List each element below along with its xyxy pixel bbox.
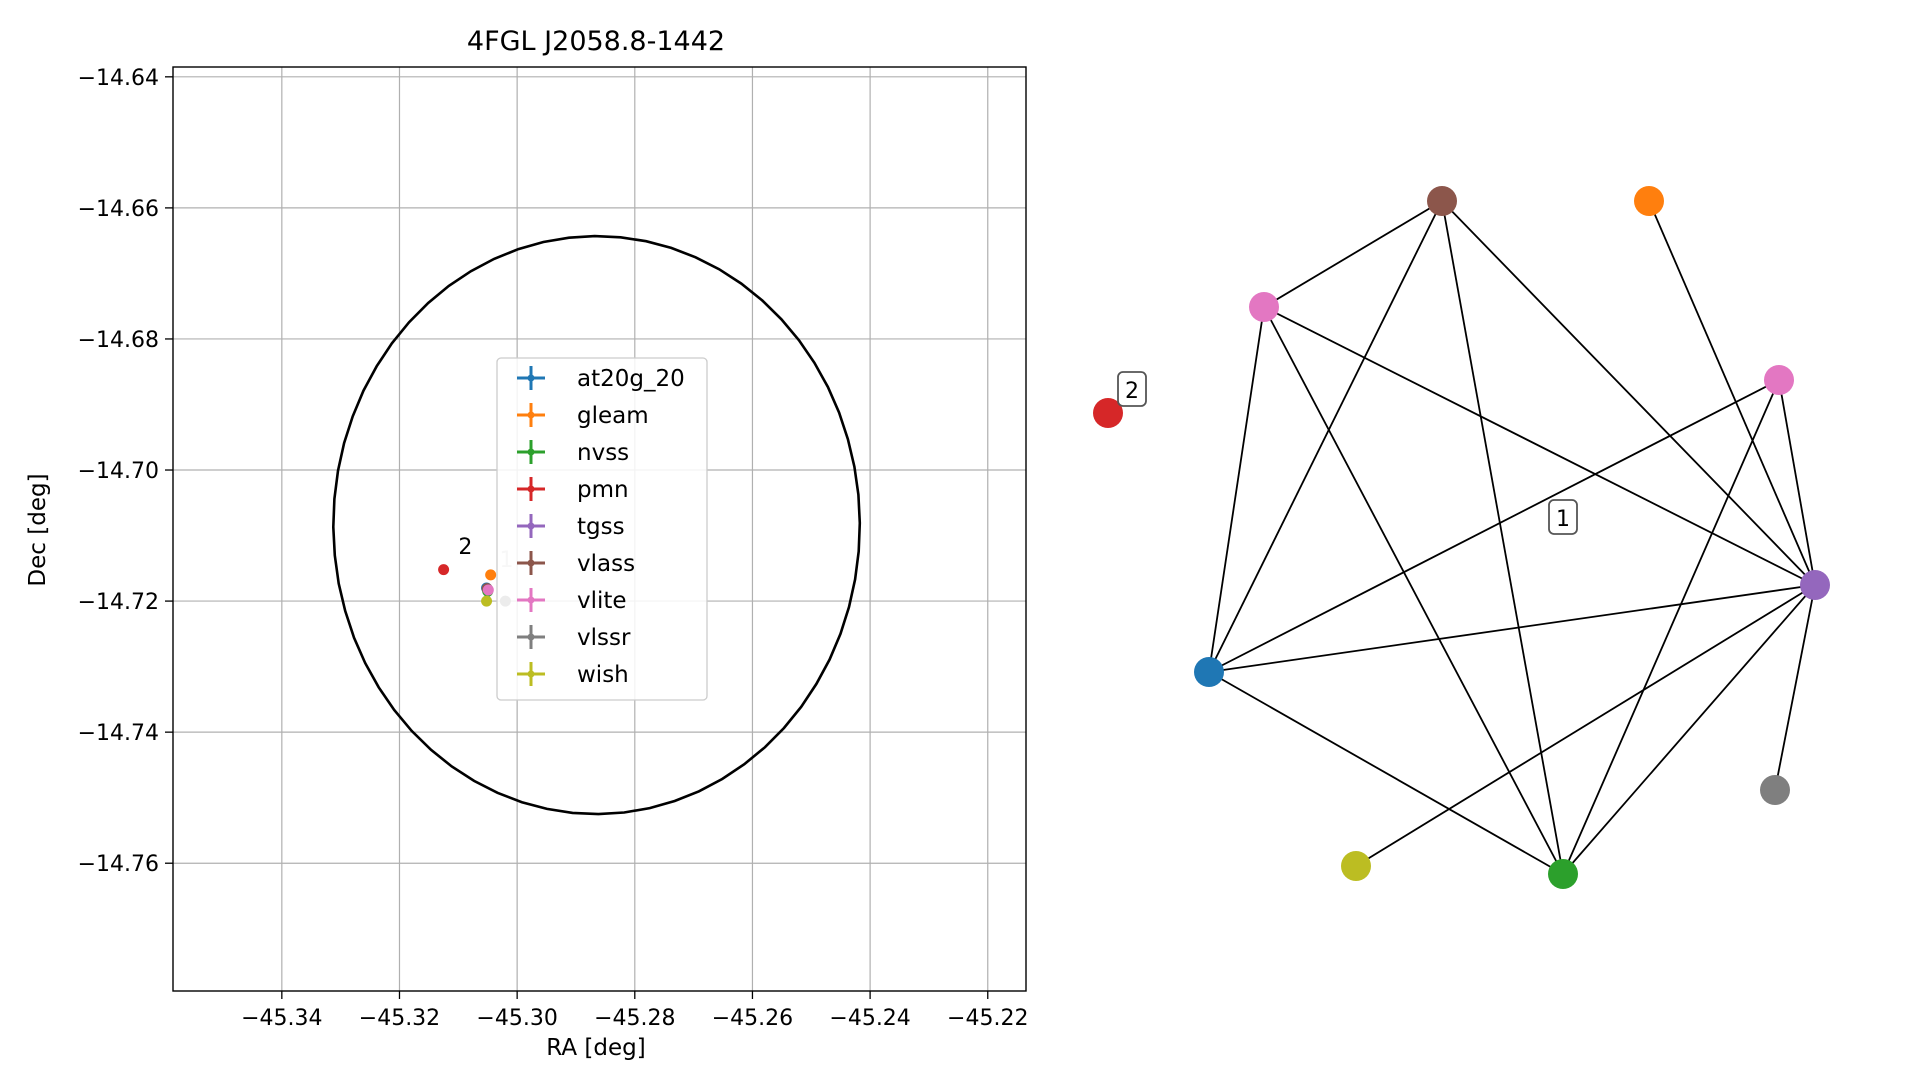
- network-cluster-labels: 21: [1117, 371, 1578, 535]
- y-axis-label: Dec [deg]: [25, 473, 51, 586]
- legend-label-vlass: vlass: [577, 551, 635, 577]
- legend-label-vlssr: vlssr: [577, 625, 631, 651]
- network-edges: [1208, 200, 1816, 875]
- network-panel: 21: [1093, 186, 1830, 889]
- edge-wish-tgss: [1355, 584, 1816, 867]
- node-vlite_a: [1249, 292, 1279, 322]
- uncertainty-ellipse: [331, 234, 862, 816]
- edge-vlssr-tgss: [1774, 584, 1816, 791]
- legend-label-vlite: vlite: [577, 588, 627, 614]
- node-nvss: [1548, 859, 1578, 889]
- axis-ticks: −45.34 −45.32 −45.30 −45.28 −45.26 −45.24 −45.…: [78, 66, 1029, 1031]
- node-tgss: [1800, 570, 1830, 600]
- legend-marker-dot: [527, 522, 535, 530]
- edge-vlite_b-tgss: [1778, 379, 1816, 586]
- network-nodes: [1093, 186, 1830, 889]
- y-tick-label: −14.76: [78, 852, 159, 877]
- y-tick-label: −14.74: [78, 721, 159, 746]
- y-tick-label: −14.64: [78, 66, 159, 91]
- node-gleam: [1634, 186, 1664, 216]
- node-at20g_20: [1194, 657, 1224, 687]
- point-wish: [481, 595, 493, 607]
- network-cluster-label-1: 1: [1556, 507, 1570, 532]
- edge-vlite_a-tgss: [1263, 306, 1816, 586]
- legend-label-gleam: gleam: [577, 403, 649, 429]
- chart-title: 4FGL J2058.8-1442: [467, 26, 725, 57]
- legend-marker-dot: [527, 374, 535, 382]
- edge-at20g_20-nvss: [1208, 671, 1564, 875]
- x-tick-label: −45.32: [359, 1006, 440, 1031]
- edge-vlass-at20g_20: [1208, 200, 1443, 673]
- legend-label-wish: wish: [577, 662, 629, 688]
- source-points: [438, 564, 511, 607]
- grid: [173, 67, 1026, 991]
- scatter-panel: 21 −45.34−45.32−45.30−45.28−45.26−45.24−…: [25, 26, 1028, 1061]
- network-label-box: [1117, 371, 1147, 407]
- edge-vlass-tgss: [1441, 200, 1816, 586]
- edge-vlite_b-at20g_20: [1208, 379, 1780, 673]
- legend-marker-dot: [527, 670, 535, 678]
- node-pmn: [1093, 398, 1123, 428]
- point-gleam: [485, 569, 497, 581]
- node-vlass: [1427, 186, 1457, 216]
- edge-gleam-tgss: [1648, 200, 1816, 586]
- point-vlite: [482, 584, 494, 596]
- legend-label-tgss: tgss: [577, 514, 625, 540]
- legend-marker-dot: [527, 596, 535, 604]
- edge-vlass-nvss: [1441, 200, 1564, 875]
- x-tick-label: −45.34: [241, 1006, 322, 1031]
- y-tick-label: −14.68: [78, 328, 159, 353]
- point-pmn: [438, 564, 450, 576]
- legend-label-pmn: pmn: [577, 477, 629, 503]
- y-tick-label: −14.70: [78, 459, 159, 484]
- cluster-label-2: 2: [458, 535, 472, 560]
- axes-frame: [172, 66, 1027, 992]
- y-tick-label: −14.66: [78, 197, 159, 222]
- edge-vlass-vlite_a: [1263, 200, 1443, 308]
- legend-marker-dot: [527, 411, 535, 419]
- legend-label-at20g_20: at20g_20: [577, 366, 685, 392]
- x-tick-label: −45.24: [829, 1006, 910, 1031]
- legend-marker-dot: [527, 559, 535, 567]
- edge-vlite_a-at20g_20: [1208, 306, 1265, 673]
- edge-nvss-tgss: [1562, 584, 1816, 875]
- y-tick-label: −14.72: [78, 590, 159, 615]
- legend-box: [496, 357, 708, 701]
- node-vlssr: [1760, 775, 1790, 805]
- edge-vlite_a-nvss: [1263, 306, 1564, 875]
- edge-vlite_b-nvss: [1562, 379, 1780, 875]
- x-tick-label: −45.28: [594, 1006, 675, 1031]
- x-axis-label: RA [deg]: [546, 1035, 645, 1061]
- node-wish: [1341, 851, 1371, 881]
- node-vlite_b: [1764, 365, 1794, 395]
- legend-marker-dot: [527, 633, 535, 641]
- network-cluster-label-2: 2: [1125, 379, 1139, 404]
- legend-marker-dot: [527, 485, 535, 493]
- network-label-box: [1548, 499, 1578, 535]
- legend-marker-dot: [527, 448, 535, 456]
- edge-at20g_20-tgss: [1208, 584, 1816, 673]
- legend-label-nvss: nvss: [577, 440, 629, 466]
- x-tick-label: −45.26: [712, 1006, 793, 1031]
- x-tick-label: −45.22: [947, 1006, 1028, 1031]
- x-tick-label: −45.30: [476, 1006, 557, 1031]
